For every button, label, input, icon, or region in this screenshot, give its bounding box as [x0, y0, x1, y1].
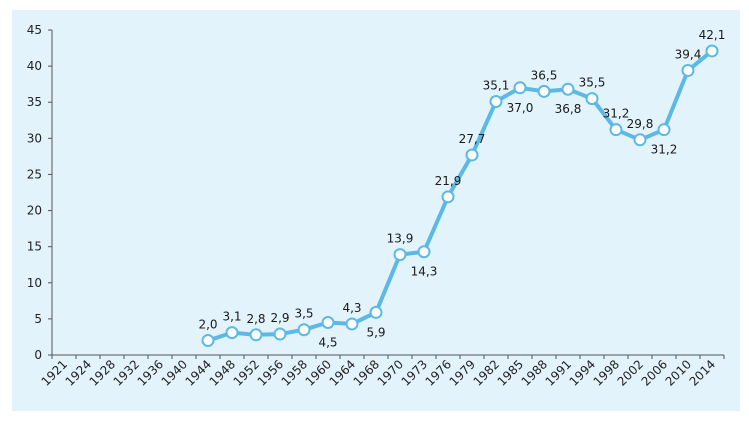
data-point: [609, 123, 623, 137]
y-tick-label: 10: [27, 276, 42, 290]
data-label: 21,9: [435, 174, 462, 188]
data-point: [537, 84, 551, 98]
data-point: [585, 92, 599, 106]
data-point: [369, 305, 383, 319]
data-label: 42,1: [699, 28, 726, 42]
data-point: [633, 133, 647, 147]
x-tick-label: 2002: [615, 357, 646, 388]
data-label: 3,1: [222, 310, 241, 324]
y-axis-ticks: 0 5 10 15 20 25 30 35 40 45: [27, 23, 52, 362]
data-label: 2,0: [198, 318, 217, 332]
x-tick-label: 2010: [663, 357, 694, 388]
x-tick-label: 1964: [327, 357, 358, 388]
chart-panel: 0 5 10 15 20 25 30 35 40 45 1921 1924 1928 1932 1936 1…: [12, 10, 740, 411]
x-tick-label: 1952: [231, 357, 262, 388]
x-tick-label: 1936: [135, 357, 166, 388]
data-label: 36,5: [531, 68, 558, 82]
data-label: 14,3: [411, 265, 438, 279]
data-label: 31,2: [651, 143, 678, 157]
x-tick-label: 1973: [399, 357, 430, 388]
data-label: 13,9: [387, 232, 414, 246]
data-point: [201, 334, 215, 348]
data-point: [417, 245, 431, 259]
data-label: 27,7: [459, 132, 486, 146]
x-tick-label: 1979: [447, 357, 478, 388]
x-tick-label: 1985: [495, 357, 526, 388]
data-labels: 2,0 3,1 2,8 2,9 3,5 4,5 4,3 5,9 13,9 14,3 21,9 27,7…: [198, 28, 725, 350]
series-line-layer: [207, 49, 714, 343]
x-tick-label: 1924: [63, 357, 94, 388]
data-point: [465, 148, 479, 162]
data-point: [705, 44, 719, 58]
x-tick-label: 1932: [111, 357, 142, 388]
data-point: [345, 317, 359, 331]
x-tick-label: 2014: [687, 357, 718, 388]
data-label: 36,8: [555, 102, 582, 116]
data-point: [441, 190, 455, 204]
x-tick-label: 1940: [159, 357, 190, 388]
data-label: 37,0: [507, 101, 534, 115]
data-point: [249, 328, 263, 342]
x-tick-label: 1960: [303, 357, 334, 388]
data-label: 3,5: [294, 307, 313, 321]
x-tick-label: 1970: [375, 357, 406, 388]
x-tick-label: 1948: [207, 357, 238, 388]
y-tick-label: 20: [27, 204, 42, 218]
x-tick-label: 1991: [543, 357, 574, 388]
x-tick-label: 1982: [471, 357, 502, 388]
data-point: [393, 248, 407, 262]
x-tick-label: 2006: [639, 357, 670, 388]
x-tick-label: 1976: [423, 357, 454, 388]
y-tick-label: 30: [27, 131, 42, 145]
data-point: [489, 95, 503, 108]
x-tick-label: 1998: [591, 357, 622, 388]
data-label: 35,1: [483, 79, 510, 93]
data-point: [273, 327, 287, 341]
x-tick-label: 1968: [351, 357, 382, 388]
x-axis-ticks: 1921192419281932193619401944194819521956…: [39, 355, 725, 389]
data-label: 31,2: [603, 107, 630, 121]
data-label: 4,3: [342, 301, 361, 315]
x-tick-label: 1944: [183, 357, 214, 388]
data-points: [201, 44, 719, 348]
data-point: [513, 81, 527, 95]
y-tick-label: 40: [27, 59, 42, 73]
y-tick-label: 5: [34, 312, 42, 326]
data-label: 29,8: [627, 117, 654, 131]
data-point: [657, 123, 671, 137]
data-point: [681, 63, 695, 77]
y-tick-label: 25: [27, 167, 42, 181]
data-label: 2,9: [270, 311, 289, 325]
data-label: 2,8: [246, 312, 265, 326]
y-tick-label: 15: [27, 240, 42, 254]
x-tick-label: 1928: [87, 357, 118, 388]
axes: [51, 30, 724, 356]
y-tick-label: 45: [27, 23, 42, 37]
y-tick-label: 0: [34, 348, 42, 362]
data-label: 5,9: [366, 325, 385, 339]
data-point: [225, 326, 239, 340]
data-point: [321, 316, 335, 329]
data-label: 4,5: [318, 336, 337, 350]
x-tick-label: 1921: [39, 357, 70, 388]
series-line: [207, 49, 714, 343]
y-tick-label: 35: [27, 95, 42, 109]
x-tick-label: 1988: [519, 357, 550, 388]
x-tick-label: 1956: [255, 357, 286, 388]
data-point: [561, 82, 575, 96]
x-tick-label: 1994: [567, 357, 598, 388]
data-label: 35,5: [579, 76, 606, 90]
data-label: 39,4: [675, 47, 702, 61]
data-point: [297, 323, 311, 337]
x-tick-label: 1958: [279, 357, 310, 388]
